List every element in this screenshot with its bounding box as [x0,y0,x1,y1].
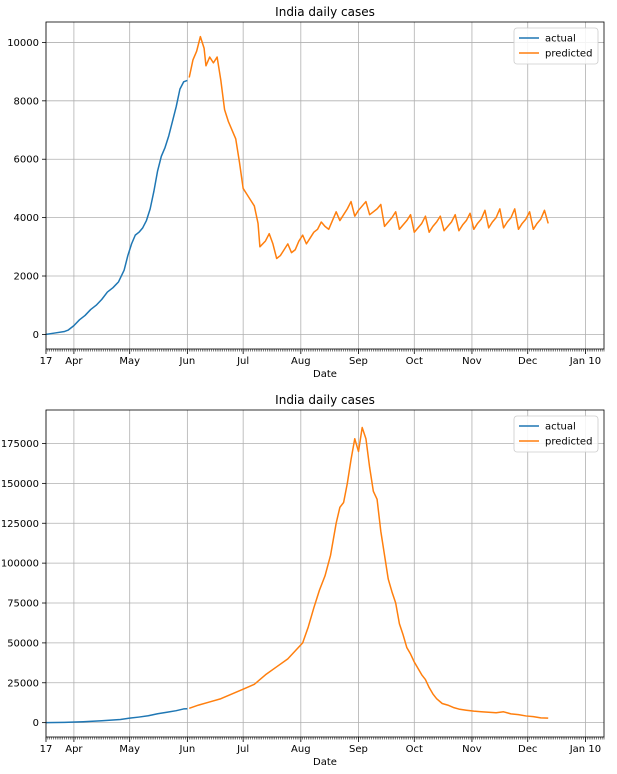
x-tick-label: May [119,356,140,367]
y-tick-label: 175000 [1,439,39,450]
y-tick-label: 100000 [1,559,39,570]
y-tick-label: 4000 [14,213,39,224]
x-tick-label: Jul [236,744,249,755]
x-tick-label: 17 [40,356,53,367]
series-line-actual [46,708,188,724]
y-tick-label: 25000 [7,678,39,689]
x-tick-label: Aug [291,356,311,367]
series-line-actual [46,79,188,336]
series-line-predicted [188,426,549,719]
x-axis-label: Date [313,757,337,768]
chart-2: 17 Apr May Jun Jul Aug Sep Oct Nov Dec Jan 10 0 2500… [1,393,605,768]
y-tick-label: 150000 [1,479,39,490]
x-tick-label: Apr [65,744,83,755]
x-tick-label: Oct [406,356,423,367]
x-tick-label: Sep [349,356,368,367]
legend-box [513,27,599,65]
chart-title: India daily cases [275,393,375,407]
x-axis-label: Date [313,369,337,380]
legend: actual predicted [513,415,599,453]
x-tick-label: Nov [462,744,482,755]
y-tick-label: 75000 [7,599,39,610]
legend-label-actual: actual [545,422,576,433]
y-tick-label: 8000 [14,96,39,107]
legend-label-predicted: predicted [545,437,592,448]
x-tick-label: Jan 10 [569,744,601,755]
axes-frame [45,409,605,738]
x-tick-label: Oct [406,744,423,755]
x-tick-label: Apr [65,356,83,367]
x-tick-label: Jan 10 [569,356,601,367]
x-tick-label: Dec [518,356,537,367]
x-tick-label: 17 [40,744,53,755]
y-tick-label: 125000 [1,519,39,530]
legend: actual predicted [513,27,599,65]
legend-label-predicted: predicted [545,49,592,60]
chart-title: India daily cases [275,5,375,19]
chart-1: 17 Apr May Jun Jul Aug Sep Oct Nov Dec Jan 10 0 2000… [7,5,605,380]
x-tick-label: Jun [179,356,196,367]
x-tick-label: Jul [236,356,249,367]
x-tick-label: Nov [462,356,482,367]
y-tick-label: 6000 [14,155,39,166]
y-tick-label: 10000 [7,38,39,49]
x-tick-label: Sep [349,744,368,755]
y-tick-label: 0 [33,718,39,729]
legend-label-actual: actual [545,34,576,45]
x-tick-label: Aug [291,744,311,755]
axes-frame [45,21,605,350]
legend-box [513,415,599,453]
series-line-predicted [188,35,549,260]
y-tick-label: 2000 [14,272,39,283]
x-tick-label: May [119,744,140,755]
x-tick-label: Jun [179,744,196,755]
y-tick-label: 0 [33,330,39,341]
plot-area [46,22,604,349]
x-tick-label: Dec [518,744,537,755]
y-tick-label: 50000 [7,638,39,649]
